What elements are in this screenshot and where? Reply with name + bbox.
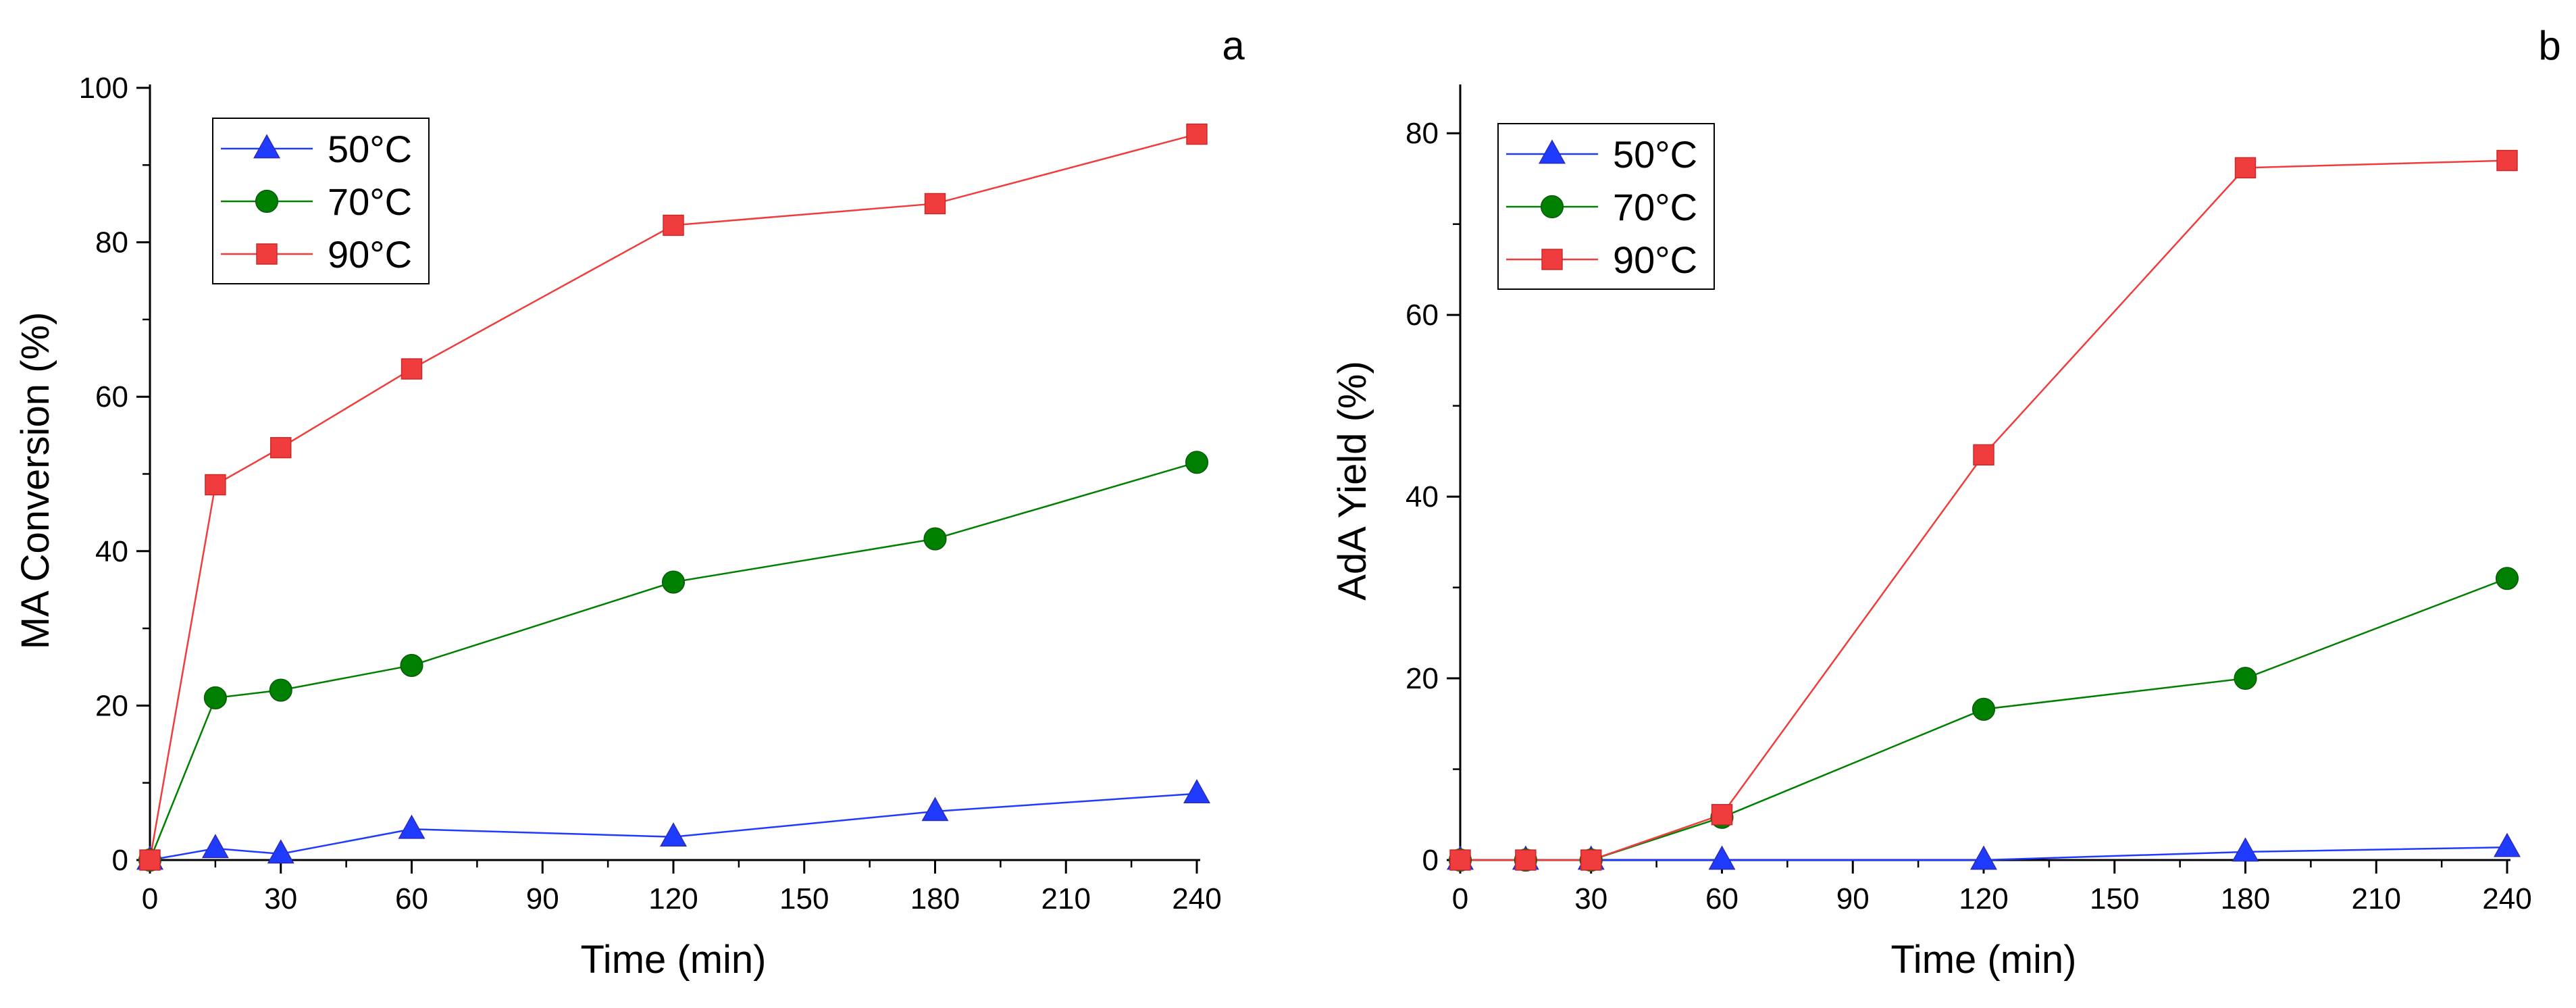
y-tick-label: 60: [95, 380, 128, 413]
data-point: [1185, 451, 1209, 474]
data-point: [400, 653, 423, 678]
data-point: [2496, 149, 2518, 172]
legend-marker: [255, 189, 279, 213]
data-point: [921, 797, 949, 822]
x-tick-label: 60: [1705, 882, 1738, 915]
data-point: [1972, 697, 1996, 721]
x-axis-title: Time (min): [1891, 938, 2077, 982]
data-point: [2495, 567, 2519, 590]
y-tick-label: 0: [1422, 844, 1439, 877]
data-point: [924, 193, 946, 215]
legend: 50°C 70°C 90°C: [212, 118, 430, 284]
legend: 50°C 70°C 90°C: [1497, 123, 1715, 290]
y-axis-title: AdA Yield (%): [1331, 361, 1374, 601]
data-point: [203, 686, 227, 710]
x-tick-label: 0: [142, 882, 158, 915]
y-axis-title: MA Conversion (%): [14, 312, 57, 650]
y-tick-label: 40: [95, 535, 128, 568]
x-tick-label: 60: [395, 882, 428, 915]
x-tick-label: 180: [910, 882, 960, 915]
x-tick-label: 240: [1172, 882, 1221, 915]
data-point: [1449, 849, 1471, 871]
x-tick-label: 90: [526, 882, 559, 915]
legend-label: 70°C: [328, 180, 412, 223]
data-point: [267, 839, 294, 864]
x-tick-label: 150: [779, 882, 829, 915]
y-tick-label: 80: [1406, 117, 1439, 150]
y-tick-label: 80: [95, 226, 128, 259]
panel-b: 0 30 60 90 120 150 180 210 240 0 20 40 60 80 Time (min…: [1331, 23, 2561, 982]
x-tick-label: 30: [1574, 882, 1607, 915]
y-tick-label: 40: [1406, 480, 1439, 513]
x-axis-title: Time (min): [581, 938, 767, 982]
data-point: [1183, 779, 1210, 804]
panel-label: b: [2538, 23, 2560, 68]
legend-marker: [1541, 249, 1563, 270]
data-point: [1708, 845, 1736, 870]
legend-marker: [256, 243, 278, 265]
legend-marker: [253, 134, 280, 159]
legend-marker: [1539, 139, 1566, 164]
x-tick-label: 120: [648, 882, 698, 915]
data-point: [205, 474, 226, 496]
data-point: [2494, 832, 2521, 857]
x-tick-label: 90: [1836, 882, 1870, 915]
data-point: [269, 678, 292, 702]
data-point: [923, 527, 947, 551]
series-line: [149, 461, 1197, 861]
data-point: [1580, 849, 1602, 871]
legend-label: 50°C: [328, 128, 412, 170]
x-tick-label: 210: [1041, 882, 1091, 915]
y-tick-label: 60: [1406, 299, 1439, 332]
data-point: [660, 822, 687, 847]
data-point: [1186, 123, 1208, 145]
legend-label: 90°C: [328, 233, 412, 276]
data-point: [1970, 845, 1997, 870]
y-tick-label: 20: [1406, 662, 1439, 695]
data-point: [663, 214, 684, 236]
data-point: [139, 849, 161, 871]
x-tick-label: 210: [2352, 882, 2401, 915]
data-point: [401, 358, 423, 380]
x-tick-label: 180: [2221, 882, 2270, 915]
data-point: [1973, 444, 1994, 465]
y-tick-label: 20: [95, 689, 128, 722]
x-tick-label: 0: [1452, 882, 1468, 915]
data-point: [661, 570, 686, 594]
data-point: [1515, 849, 1537, 871]
x-tick-label: 240: [2482, 882, 2531, 915]
legend-label: 90°C: [1613, 238, 1697, 281]
data-point: [1711, 804, 1733, 826]
data-point: [2232, 837, 2259, 862]
data-point: [2234, 157, 2257, 179]
x-tick-label: 30: [264, 882, 297, 915]
data-point: [201, 834, 229, 859]
legend-label: 70°C: [1613, 186, 1697, 228]
x-tick-label: 120: [1959, 882, 2008, 915]
panel-a: 0 30 60 90 120 150 180 210 240 0 20 40 60 80 100 Time (…: [14, 23, 1245, 982]
y-tick-label: 100: [79, 72, 128, 105]
x-tick-label: 150: [2090, 882, 2139, 915]
data-point: [270, 436, 292, 459]
y-tick-label: 0: [112, 844, 128, 877]
legend-marker: [1540, 195, 1564, 219]
data-point: [398, 814, 426, 839]
panel-label: a: [1222, 23, 1245, 68]
legend-label: 50°C: [1613, 133, 1697, 176]
data-point: [2234, 666, 2257, 690]
